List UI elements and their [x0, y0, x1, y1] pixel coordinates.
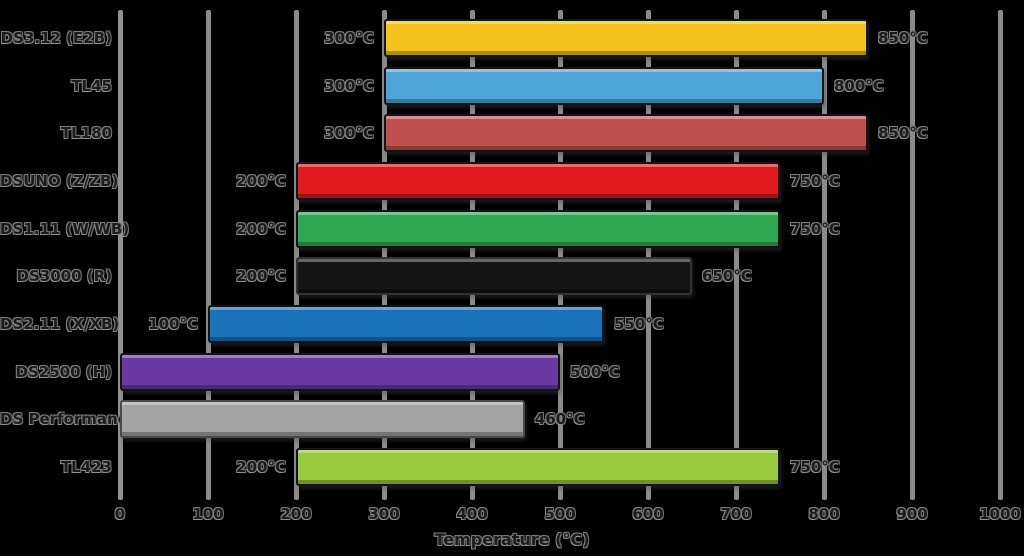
x-tick-label: 200: [280, 505, 312, 523]
min-value-label: 200°C: [236, 172, 286, 190]
category-label: DS3000 (R): [16, 267, 113, 285]
category-label: TL45: [71, 77, 112, 95]
range-bar: [384, 19, 868, 57]
category-label: DS2500 (H): [15, 363, 113, 381]
x-tick-label: 300: [368, 505, 400, 523]
gridline: [205, 10, 211, 500]
min-value-label: 200°C: [236, 267, 286, 285]
gridline: [293, 10, 299, 500]
range-bar: [296, 210, 780, 248]
range-bar: [208, 305, 604, 343]
x-tick-label: 1000: [979, 505, 1021, 523]
max-value-label: 850°C: [878, 29, 928, 47]
x-tick-label: 500: [544, 505, 576, 523]
x-tick-label: 900: [896, 505, 928, 523]
gridline: [909, 10, 915, 500]
range-bar: [120, 400, 525, 438]
x-tick-label: 700: [720, 505, 752, 523]
category-label: DS2.11 (X/XB): [0, 315, 120, 333]
category-label: DS Performance: [0, 410, 137, 428]
gridline: [381, 10, 387, 500]
range-bar: [296, 448, 780, 486]
x-tick-label: 600: [632, 505, 664, 523]
category-label: TL423: [60, 458, 112, 476]
range-bar: [384, 67, 824, 105]
max-value-label: 800°C: [834, 77, 884, 95]
min-value-label: 200°C: [236, 220, 286, 238]
min-value-label: 200°C: [236, 458, 286, 476]
range-bar: [296, 162, 780, 200]
min-value-label: 300°C: [324, 124, 374, 142]
category-label: DS1.11 (W/WB): [0, 220, 130, 238]
gridline: [469, 10, 475, 500]
max-value-label: 850°C: [878, 124, 928, 142]
min-value-label: 100°C: [148, 315, 198, 333]
category-label: TL180: [60, 124, 112, 142]
category-label: DSUNO (Z/ZB): [0, 172, 119, 190]
max-value-label: 460°C: [534, 410, 585, 428]
min-value-label: 300°C: [324, 29, 374, 47]
category-label: DS3.12 (E2B): [0, 29, 112, 47]
gridline: [997, 10, 1003, 500]
max-value-label: 750°C: [790, 458, 840, 476]
gridline: [557, 10, 563, 500]
gridline: [645, 10, 651, 500]
x-tick-label: 0: [114, 505, 126, 523]
max-value-label: 500°C: [570, 363, 620, 381]
max-value-label: 750°C: [790, 220, 840, 238]
x-tick-label: 800: [808, 505, 840, 523]
range-bar: [384, 114, 868, 152]
y-axis-spine: [117, 10, 123, 500]
x-tick-label: 100: [192, 505, 224, 523]
x-tick-label: 400: [456, 505, 488, 523]
gridline: [733, 10, 739, 500]
range-bar: [296, 257, 692, 295]
max-value-label: 650°C: [702, 267, 752, 285]
max-value-label: 550°C: [614, 315, 664, 333]
max-value-label: 750°C: [790, 172, 840, 190]
min-value-label: 300°C: [324, 77, 374, 95]
x-axis-title: Temperature (°C): [434, 530, 590, 549]
gridline: [821, 10, 827, 500]
range-bar: [120, 353, 560, 391]
